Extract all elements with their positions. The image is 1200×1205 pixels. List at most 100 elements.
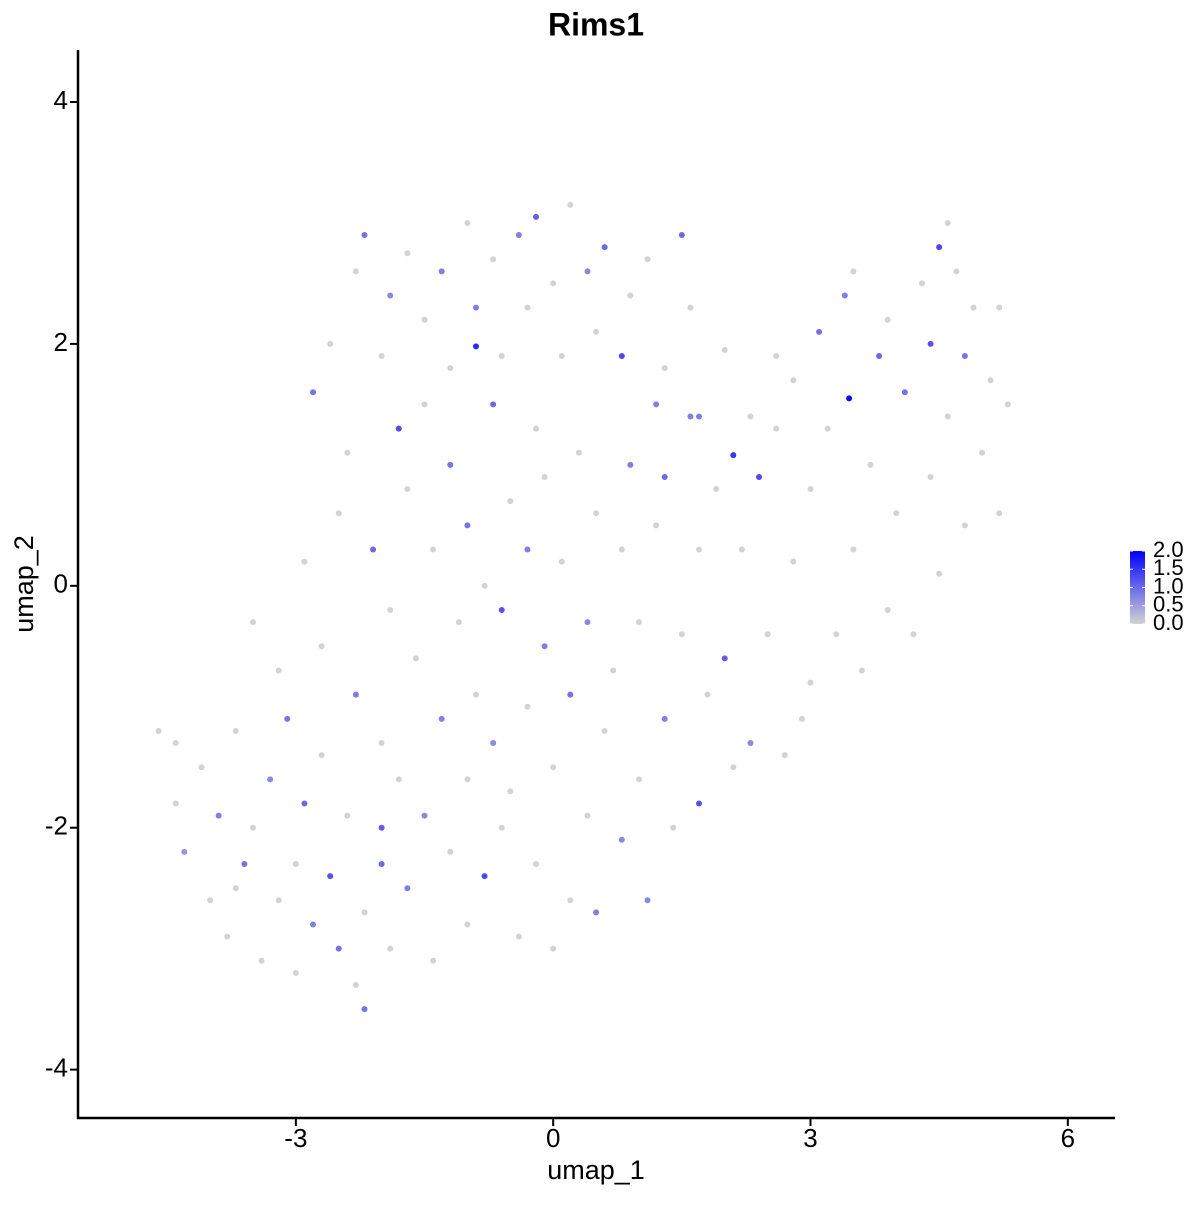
- cell-point: [567, 201, 574, 208]
- cell-point: [635, 776, 642, 783]
- cell-point: [961, 522, 968, 529]
- cell-point: [172, 800, 179, 807]
- cell-point: [713, 486, 720, 493]
- cell-point: [927, 340, 934, 347]
- cell-point: [661, 715, 668, 722]
- cell-point: [524, 546, 531, 553]
- cell-point: [567, 691, 574, 698]
- cell-point: [678, 631, 685, 638]
- cell-point: [472, 343, 479, 350]
- cell-point: [858, 667, 865, 674]
- cell-point: [627, 292, 634, 299]
- cell-point: [378, 740, 385, 747]
- cell-point: [927, 473, 934, 480]
- cell-point: [481, 582, 488, 589]
- cell-point: [327, 873, 334, 880]
- cell-point: [472, 304, 479, 311]
- cell-point: [378, 824, 385, 831]
- y-tick-label: 0: [54, 569, 68, 599]
- points: [155, 201, 1011, 1013]
- cell-point: [644, 897, 651, 904]
- colorbar-label: 1.5: [1153, 555, 1184, 580]
- cell-point: [841, 292, 848, 299]
- cell-point: [215, 812, 222, 819]
- cell-point: [498, 824, 505, 831]
- cell-point: [498, 607, 505, 614]
- cell-point: [790, 377, 797, 384]
- cell-point: [824, 425, 831, 432]
- cell-point: [884, 316, 891, 323]
- cell-point: [464, 921, 471, 928]
- cell-point: [558, 353, 565, 360]
- cell-point: [953, 268, 960, 275]
- cell-point: [524, 304, 531, 311]
- cell-point: [979, 449, 986, 456]
- cell-point: [816, 328, 823, 335]
- cell-point: [773, 425, 780, 432]
- cell-point: [678, 232, 685, 239]
- cell-point: [850, 268, 857, 275]
- cell-point: [695, 546, 702, 553]
- cell-point: [601, 244, 608, 251]
- cell-point: [601, 727, 608, 734]
- cell-point: [318, 752, 325, 759]
- cell-point: [584, 268, 591, 275]
- cell-point: [387, 292, 394, 299]
- cell-point: [919, 280, 926, 287]
- cell-point: [936, 244, 943, 251]
- cell-point: [447, 848, 454, 855]
- colorbar-label: 0.0: [1153, 610, 1184, 635]
- cell-point: [438, 715, 445, 722]
- cell-point: [378, 353, 385, 360]
- cell-point: [567, 897, 574, 904]
- cell-point: [335, 945, 342, 952]
- cell-point: [430, 546, 437, 553]
- cell-point: [352, 268, 359, 275]
- x-axis-title: umap_1: [547, 1155, 645, 1185]
- cell-point: [275, 667, 282, 674]
- cell-point: [507, 788, 514, 795]
- cell-point: [593, 510, 600, 517]
- cell-point: [850, 546, 857, 553]
- cell-point: [550, 280, 557, 287]
- cell-point: [644, 256, 651, 263]
- cell-point: [764, 631, 771, 638]
- cell-point: [893, 510, 900, 517]
- cell-point: [618, 836, 625, 843]
- cell-point: [730, 764, 737, 771]
- cell-point: [301, 800, 308, 807]
- cell-point: [404, 486, 411, 493]
- y-tick-label: 4: [54, 85, 68, 115]
- cell-point: [944, 219, 951, 226]
- cell-point: [695, 800, 702, 807]
- cell-point: [533, 213, 540, 220]
- cell-point: [627, 461, 634, 468]
- cell-point: [541, 643, 548, 650]
- cell-point: [464, 219, 471, 226]
- cell-point: [687, 413, 694, 420]
- cell-point: [310, 389, 317, 396]
- cell-point: [533, 425, 540, 432]
- cell-point: [490, 740, 497, 747]
- cell-point: [910, 631, 917, 638]
- y-tick-label: 2: [54, 327, 68, 357]
- cell-point: [395, 425, 402, 432]
- cell-point: [412, 655, 419, 662]
- cell-point: [284, 715, 291, 722]
- cell-point: [249, 619, 256, 626]
- cell-point: [747, 413, 754, 420]
- cell-point: [395, 776, 402, 783]
- cell-point: [361, 909, 368, 916]
- cell-point: [198, 764, 205, 771]
- cell-point: [207, 897, 214, 904]
- cell-point: [738, 546, 745, 553]
- cell-point: [550, 945, 557, 952]
- cell-point: [490, 401, 497, 408]
- x-tick-label: 6: [1061, 1123, 1075, 1153]
- x-tick-label: 3: [803, 1123, 817, 1153]
- cell-point: [232, 885, 239, 892]
- cell-point: [515, 933, 522, 940]
- cell-point: [867, 461, 874, 468]
- cell-point: [181, 848, 188, 855]
- cell-point: [447, 365, 454, 372]
